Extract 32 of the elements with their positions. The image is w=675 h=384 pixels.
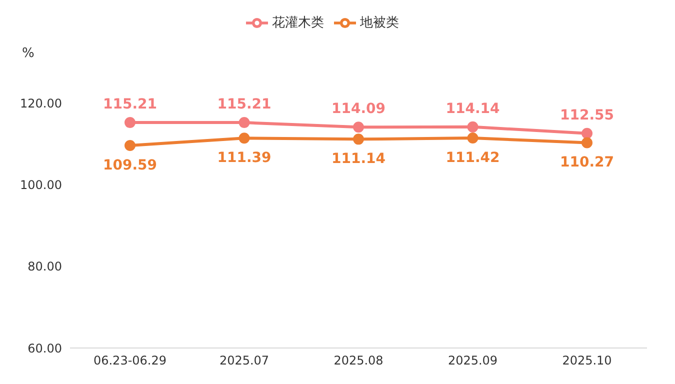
legend-label: 地被类 [360,16,399,31]
data-label: 115.21 [102,96,158,113]
x-tick-label: 2025.07 [219,354,270,368]
point [467,132,478,144]
data-label: 114.14 [446,100,500,117]
point [124,140,136,152]
data-label: 112.55 [560,107,614,124]
data-label: 111.14 [331,151,386,168]
data-label: 111.42 [446,150,500,166]
x-tick-label: 2025.10 [562,354,612,368]
point [467,121,478,132]
point [238,132,250,144]
y-tick-label: 100.00 [20,178,62,192]
data-label: 114.09 [331,101,386,118]
point [238,117,250,128]
x-tick-label: 2025.08 [334,354,384,368]
data-label: 109.59 [102,157,158,174]
y-tick-label: 120.00 [20,96,62,110]
y-tick-label: 60.00 [28,341,62,356]
y-axis-title: % [22,46,34,61]
x-tick-label: 2025.09 [448,354,498,368]
point [582,137,592,148]
point [353,122,364,133]
data-label: 110.27 [560,154,614,171]
data-label: 111.39 [217,150,272,166]
legend-label: 花灌木类 [272,16,324,31]
x-tick-label: 06.23-06.29 [93,354,167,368]
data-label: 115.21 [217,96,272,113]
y-tick-label: 80.00 [28,260,62,274]
point [582,128,592,139]
point [353,134,364,145]
point [124,117,136,128]
